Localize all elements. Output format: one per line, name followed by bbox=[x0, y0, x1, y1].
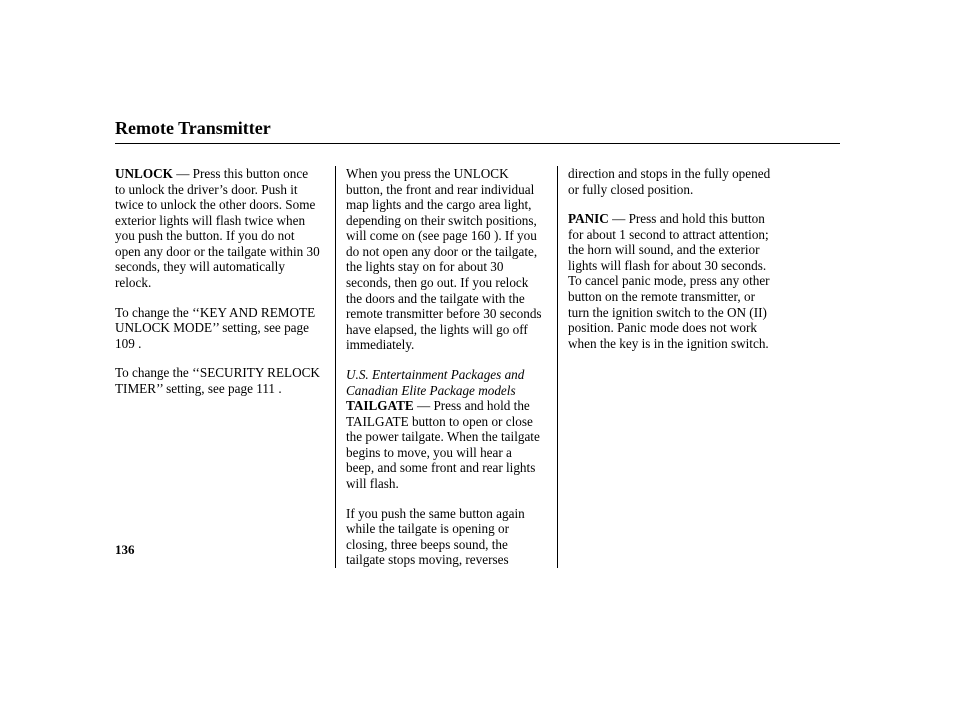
unlock-label: UNLOCK bbox=[115, 166, 173, 181]
col2-para-1: When you press the UNLOCK button, the fr… bbox=[346, 166, 543, 353]
page: Remote Transmitter UNLOCK — Press this b… bbox=[0, 0, 954, 710]
col1-para-1-text: — Press this button once to unlock the d… bbox=[115, 166, 320, 290]
col1-para-2: To change the ‘‘KEY AND REMOTE UNLOCK MO… bbox=[115, 305, 321, 352]
col1-para-3: To change the ‘‘SECURITY RELOCK TIMER’’ … bbox=[115, 365, 321, 396]
col2-para-3: If you push the same button again while … bbox=[346, 506, 543, 568]
page-number: 136 bbox=[115, 542, 135, 558]
col1-para-1: UNLOCK — Press this button once to unloc… bbox=[115, 166, 321, 291]
col2-para-2: TAILGATE — Press and hold the TAILGATE b… bbox=[346, 398, 543, 491]
col3-para-2: PANIC — Press and hold this button for a… bbox=[568, 211, 779, 351]
column-2: When you press the UNLOCK button, the fr… bbox=[335, 166, 557, 568]
model-note: U.S. Entertainment Packages and Canadian… bbox=[346, 367, 543, 398]
column-1: UNLOCK — Press this button once to unloc… bbox=[115, 166, 335, 568]
tailgate-label: TAILGATE bbox=[346, 398, 414, 413]
column-3: direction and stops in the fully opened … bbox=[557, 166, 779, 568]
panic-label: PANIC bbox=[568, 211, 609, 226]
content-area: Remote Transmitter UNLOCK — Press this b… bbox=[115, 118, 840, 568]
col3-para-1: direction and stops in the fully opened … bbox=[568, 166, 779, 197]
columns: UNLOCK — Press this button once to unloc… bbox=[115, 166, 840, 568]
page-title: Remote Transmitter bbox=[115, 118, 840, 144]
col3-para-2-text: — Press and hold this button for about 1… bbox=[568, 211, 770, 351]
